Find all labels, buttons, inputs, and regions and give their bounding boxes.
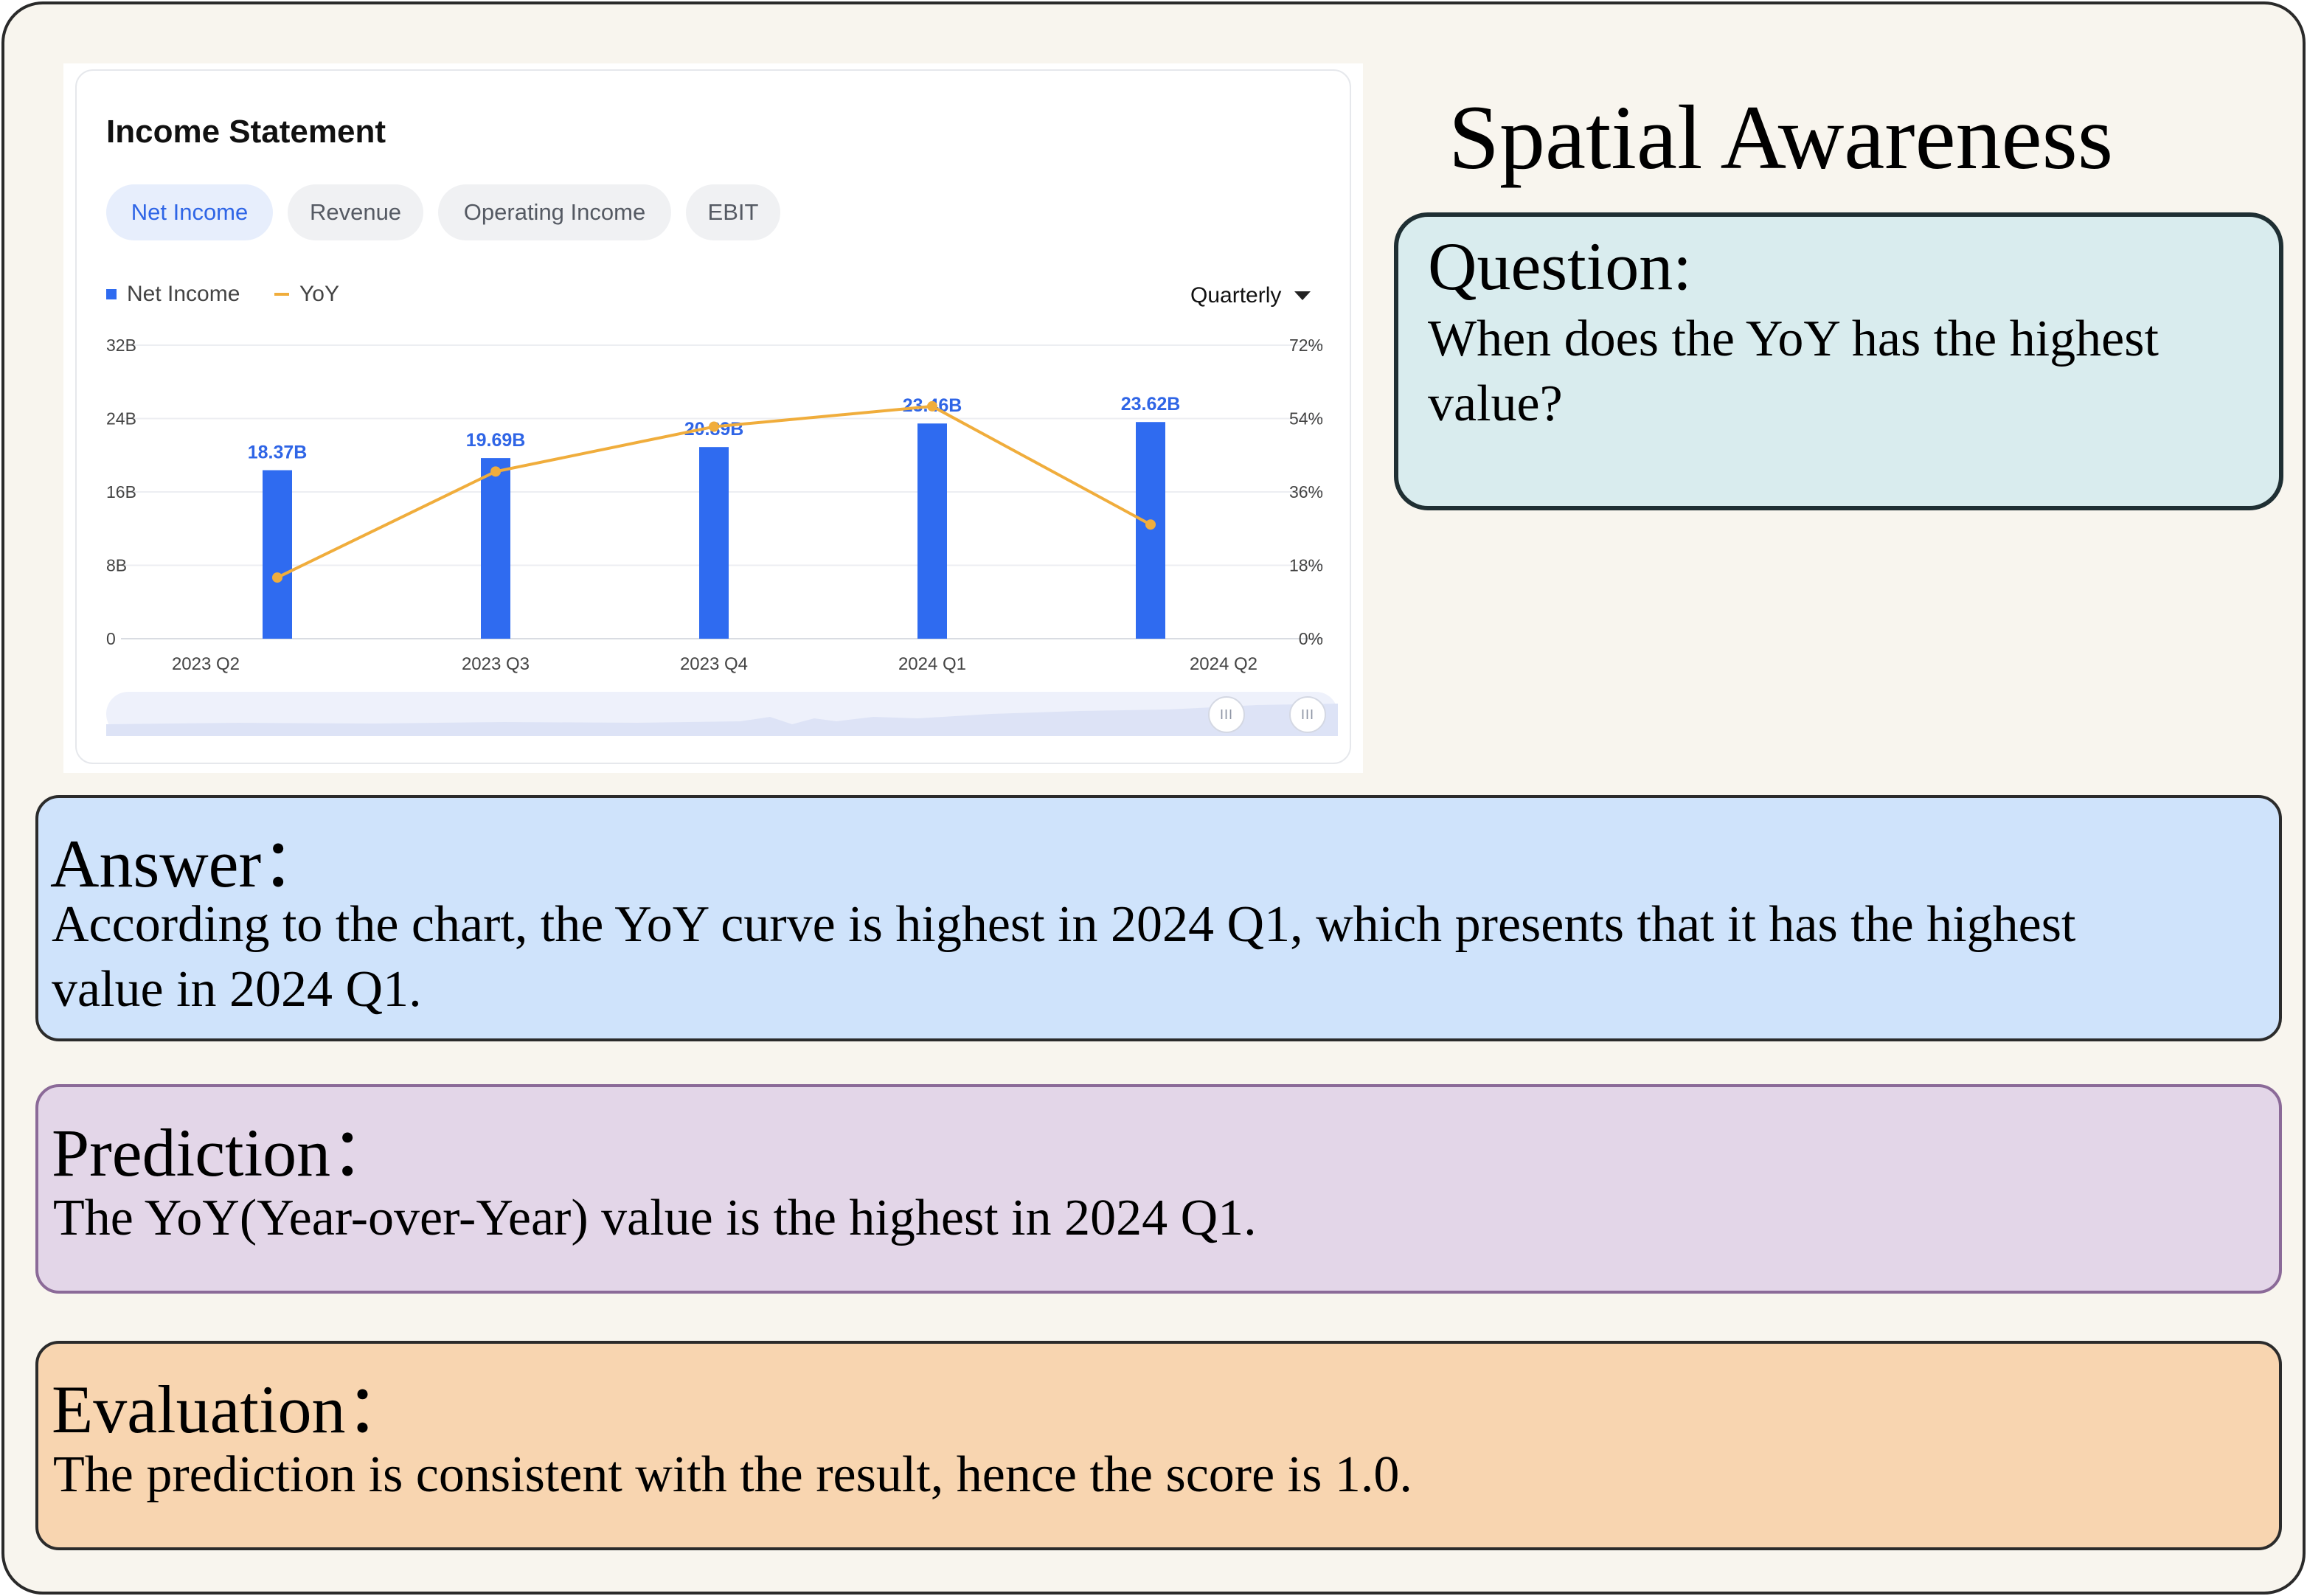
yoy-point xyxy=(1145,519,1156,530)
line-swatch-icon xyxy=(274,293,289,296)
x-tick-label: 2023 Q2 xyxy=(172,654,240,674)
income-statement-screenshot: Income Statement Net Income Revenue Oper… xyxy=(63,63,1363,773)
caret-down-icon xyxy=(1294,291,1311,300)
y-right-tick-label: 0% xyxy=(1299,629,1323,648)
scroller-mini-chart xyxy=(106,704,1338,736)
legend-yoy[interactable]: YoY xyxy=(274,282,339,307)
prediction-box: Prediction： The YoY(Year-over-Year) valu… xyxy=(35,1084,2282,1294)
y-left-tick-label: 32B xyxy=(106,336,136,355)
y-right-tick-label: 54% xyxy=(1289,409,1323,429)
yoy-point xyxy=(927,400,937,412)
question-text: When does the YoY has the highest value? xyxy=(1428,307,2159,437)
legend-net-income-label: Net Income xyxy=(127,282,240,306)
period-dropdown-value: Quarterly xyxy=(1190,283,1282,308)
x-tick-label: 2023 Q3 xyxy=(462,654,530,674)
yoy-point xyxy=(490,466,501,477)
evaluation-box: Evaluation： The prediction is consistent… xyxy=(35,1341,2282,1550)
income-statement-card: Income Statement Net Income Revenue Oper… xyxy=(75,69,1351,764)
y-left-tick-label: 16B xyxy=(106,482,136,502)
x-tick-label: 2024 Q1 xyxy=(898,654,966,674)
legend-yoy-label: YoY xyxy=(299,282,339,306)
tab-ebit[interactable]: EBIT xyxy=(686,184,780,240)
income-chart: 0 8B 16B 24B 32B 0% 18% 36% 54% 72% 18.37B 2023 Q2 1… xyxy=(106,336,1323,674)
bar-swatch-icon xyxy=(106,289,117,299)
tab-revenue[interactable]: Revenue xyxy=(288,184,423,240)
answer-line-2: value in 2024 Q1. xyxy=(52,961,422,1018)
card-title: Income Statement xyxy=(106,114,386,150)
net-income-bar xyxy=(917,423,947,639)
net-income-bar xyxy=(699,447,729,639)
question-box: Question: When does the YoY has the high… xyxy=(1394,212,2283,510)
bar-data-label: 18.37B xyxy=(248,443,308,463)
x-tick-label: 2023 Q4 xyxy=(680,654,748,674)
y-left-tick-label: 8B xyxy=(106,556,127,575)
net-income-bar xyxy=(1136,422,1165,639)
evaluation-heading: Evaluation： xyxy=(52,1372,414,1447)
answer-box: Answer： According to the chart, the YoY … xyxy=(35,795,2282,1041)
page-title: Spatial Awareness xyxy=(1449,87,2114,188)
answer-line-1: According to the chart, the YoY curve is… xyxy=(52,896,2076,953)
prediction-heading: Prediction： xyxy=(52,1115,399,1190)
answer-text: According to the chart, the YoY curve is… xyxy=(52,892,2075,1022)
period-dropdown[interactable]: Quarterly xyxy=(1190,283,1311,308)
y-right-tick-label: 72% xyxy=(1289,336,1323,355)
tab-net-income[interactable]: Net Income xyxy=(106,184,273,240)
net-income-bar xyxy=(263,470,292,639)
prediction-text: The YoY(Year-over-Year) value is the hig… xyxy=(53,1190,1257,1246)
x-tick-label: 2024 Q2 xyxy=(1190,654,1257,674)
question-line-1: When does the YoY has the highest xyxy=(1428,310,2159,367)
scroller-handle-left[interactable]: III xyxy=(1208,696,1245,733)
bar-data-label: 23.62B xyxy=(1121,394,1181,414)
question-heading: Question: xyxy=(1428,229,1692,304)
evaluation-text: The prediction is consistent with the re… xyxy=(53,1446,1412,1503)
range-scroller[interactable] xyxy=(106,692,1338,736)
tab-operating-income[interactable]: Operating Income xyxy=(438,184,671,240)
legend-net-income[interactable]: Net Income xyxy=(106,282,240,307)
bar-data-label: 19.69B xyxy=(466,430,526,451)
net-income-bar xyxy=(481,458,510,639)
yoy-point xyxy=(709,421,719,432)
y-left-tick-label: 24B xyxy=(106,409,136,429)
y-right-tick-label: 36% xyxy=(1289,482,1323,502)
question-line-2: value? xyxy=(1428,375,1563,432)
yoy-point xyxy=(272,572,282,583)
y-left-tick-label: 0 xyxy=(106,629,116,648)
y-right-tick-label: 18% xyxy=(1289,556,1323,575)
answer-heading: Answer： xyxy=(50,826,330,901)
scroller-handle-right[interactable]: III xyxy=(1289,696,1326,733)
